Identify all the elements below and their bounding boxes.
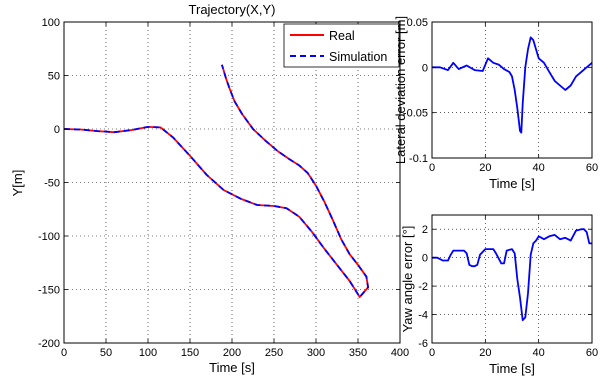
main-x-tick-label: 150 [181,347,199,359]
lateral-y-tick-label: -0.1 [409,153,428,165]
main-y-tick-label: -100 [38,231,60,243]
main-x-tick-label: 0 [61,347,67,359]
yaw-y-tick-label: 0 [422,253,428,265]
lateral-x-tick-label: 20 [479,162,491,174]
lateral-x-tick-label: 60 [586,162,598,174]
lateral-x-tick-label: 0 [429,162,435,174]
main-x-tick-label: 300 [307,347,325,359]
main-x-tick-label: 350 [349,347,367,359]
yaw-y-tick-label: -4 [418,310,428,322]
lateral-ticks: 0 20 40 60 -0.1 -0.05 0 0.05 [403,17,598,174]
main-y-tick-label: -50 [44,178,60,190]
yaw-y-tick-label: 2 [422,224,428,236]
legend: Real Simulation [283,23,400,68]
yaw-y-tick-label: -2 [418,281,428,293]
lateral-y-tick-label: -0.05 [403,108,428,120]
main-series [63,64,370,298]
yaw-series [432,228,592,322]
main-y-tick-label: -150 [38,285,60,297]
main-x-tick-label: 50 [100,347,112,359]
main-y-tick-label: 50 [48,71,60,83]
lateral-y-axis-label: Lateral deviation error [m] [393,16,408,164]
main-x-tick-label: 100 [139,347,157,359]
main-y-tick-label: -200 [38,338,60,350]
lateral-y-tick-label: 0.05 [407,17,428,29]
yaw-x-axis-label: Time [s] [489,361,535,376]
lateral-deviation-chart: 0 20 40 60 -0.1 -0.05 0 0.05 Time [s] Lateral d… [393,16,598,191]
main-y-tick-label: 0 [54,124,60,136]
yaw-y-tick-label: -6 [418,338,428,350]
main-grid [64,22,400,343]
yaw-series-line-0 [432,228,592,322]
chart-title: Trajectory(X,Y) [189,2,276,17]
yaw-grid [432,215,592,343]
lateral-x-axis-label: Time [s] [489,176,535,191]
yaw-ticks: 0 20 40 60 -6 -4 -2 0 2 [418,215,598,359]
legend-box [283,23,400,68]
yaw-x-tick-label: 20 [479,347,491,359]
lateral-x-tick-label: 40 [533,162,545,174]
yaw-x-tick-label: 40 [533,347,545,359]
main-ticks: 0 50 100 150 200 250 300 350 400 -200 -150 -100 -50 0… [38,17,409,359]
trajectory-chart: Trajectory(X,Y) 0 50 100 150 200 250 300 350 400… [10,2,409,375]
main-series-line-1 [63,64,370,298]
legend-real-label: Real [329,29,355,43]
lateral-y-tick-label: 0 [422,62,428,74]
lateral-series-line-0 [432,36,593,134]
main-x-tick-label: 400 [391,347,409,359]
lateral-series [432,36,593,134]
yaw-angle-chart: 0 20 40 60 -6 -4 -2 0 2 Time [s] Yaw angle error… [400,214,598,376]
legend-simulation-label: Simulation [329,50,387,64]
lateral-plot-frame [431,21,593,159]
main-y-axis-label: Y[m] [10,170,25,197]
main-x-tick-label: 250 [265,347,283,359]
lateral-grid [432,22,592,158]
main-y-tick-label: 100 [42,17,60,29]
yaw-y-axis-label: Yaw angle error [°] [400,226,415,333]
main-x-axis-label: Time [s] [209,360,255,375]
main-x-tick-label: 200 [223,347,241,359]
main-series-line-0 [63,64,370,298]
yaw-x-tick-label: 0 [429,347,435,359]
yaw-x-tick-label: 60 [586,347,598,359]
yaw-plot-frame [431,214,593,344]
